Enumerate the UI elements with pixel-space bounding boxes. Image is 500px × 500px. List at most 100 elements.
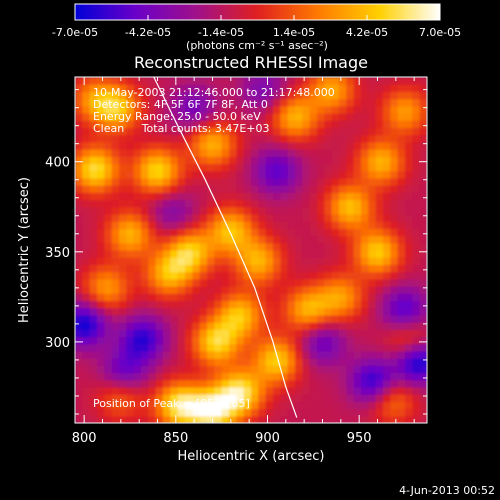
heatmap-cell: [273, 293, 281, 302]
heatmap-cell: [75, 206, 83, 215]
heatmap-cell: [412, 286, 421, 294]
heatmap-cell: [295, 386, 303, 395]
heatmap-cell: [221, 98, 230, 107]
heatmap-cell: [177, 149, 186, 157]
heatmap-cell: [346, 394, 355, 402]
heatmap-cell: [199, 278, 208, 287]
heatmap-cell: [339, 314, 347, 323]
heatmap-cell: [163, 250, 171, 258]
heatmap-cell: [214, 242, 223, 251]
heatmap-cell: [185, 120, 193, 129]
heatmap-cell: [229, 213, 237, 222]
colorbar-tick-label: -4.2e-05: [125, 26, 171, 39]
heatmap-cell: [207, 134, 215, 143]
heatmap-cell: [148, 250, 157, 258]
heatmap-cell: [339, 242, 347, 251]
heatmap-cell: [177, 156, 186, 165]
heatmap-cell: [339, 192, 347, 201]
heatmap-cell: [75, 91, 83, 100]
heatmap-cell: [207, 221, 215, 229]
heatmap-cell: [141, 343, 149, 352]
heatmap-cell: [163, 408, 171, 417]
heatmap-cell: [309, 141, 318, 150]
heatmap-cell: [317, 394, 325, 402]
heatmap-cell: [133, 235, 142, 244]
heatmap-cell: [119, 120, 127, 129]
heatmap-cell: [141, 199, 149, 208]
heatmap-cell: [251, 401, 259, 410]
heatmap-cell: [273, 394, 281, 402]
heatmap-cell: [287, 235, 296, 244]
heatmap-cell: [390, 235, 399, 244]
heatmap-cell: [405, 257, 413, 266]
heatmap-cell: [339, 185, 347, 193]
heatmap-cell: [111, 257, 120, 266]
heatmap-cell: [119, 105, 127, 114]
heatmap-cell: [383, 141, 391, 150]
heatmap-cell: [236, 314, 245, 323]
heatmap-cell: [199, 394, 208, 402]
heatmap-cell: [295, 177, 303, 186]
heatmap-cell: [324, 343, 333, 352]
heatmap-cell: [251, 386, 259, 395]
heatmap-cell: [375, 358, 384, 366]
heatmap-cell: [141, 257, 149, 266]
heatmap-cell: [302, 206, 311, 215]
heatmap-cell: [148, 271, 157, 280]
heatmap-cell: [119, 84, 127, 93]
heatmap-cell: [221, 134, 230, 143]
heatmap-cell: [390, 415, 399, 423]
heatmap-cell: [280, 206, 289, 215]
heatmap-cell: [405, 113, 413, 121]
heatmap-cell: [207, 127, 215, 136]
heatmap-cell: [89, 300, 98, 309]
heatmap-cell: [405, 127, 413, 136]
heatmap-cell: [361, 141, 369, 150]
heatmap-cell: [192, 213, 201, 222]
heatmap-cell: [309, 149, 318, 157]
heatmap-cell: [75, 177, 83, 186]
heatmap-cell: [192, 365, 201, 374]
heatmap-cell: [346, 379, 355, 388]
heatmap-cell: [309, 105, 318, 114]
heatmap-cell: [82, 300, 91, 309]
heatmap-cell: [265, 127, 274, 136]
heatmap-cell: [199, 386, 208, 395]
heatmap-cell: [177, 386, 186, 395]
heatmap-cell: [368, 394, 377, 402]
heatmap-cell: [273, 286, 281, 294]
heatmap-cell: [199, 350, 208, 359]
heatmap-cell: [236, 408, 245, 417]
heatmap-cell: [155, 365, 164, 374]
heatmap-cell: [89, 235, 98, 244]
heatmap-cell: [368, 105, 377, 114]
heatmap-cell: [287, 257, 296, 266]
heatmap-cell: [361, 365, 369, 374]
heatmap-cell: [258, 127, 267, 136]
solar-limb-curve: [153, 77, 298, 418]
heatmap-cell: [353, 372, 362, 381]
heatmap-cell: [405, 91, 413, 100]
heatmap-cell: [141, 286, 149, 294]
heatmap-cell: [331, 177, 340, 186]
heatmap-cell: [155, 408, 164, 417]
heatmap-cell: [75, 105, 83, 114]
heatmap-cell: [258, 163, 267, 172]
heatmap-cell: [97, 221, 105, 229]
heatmap-cell: [111, 271, 120, 280]
heatmap-cell: [317, 199, 325, 208]
heatmap-cell: [309, 322, 318, 330]
heatmap-cell: [419, 149, 427, 157]
heatmap-cell: [353, 365, 362, 374]
heatmap-cell: [214, 177, 223, 186]
heatmap-cell: [170, 206, 179, 215]
heatmap-cell: [155, 170, 164, 179]
heatmap-cell: [119, 336, 127, 345]
heatmap-cell: [170, 242, 179, 251]
heatmap-cell: [383, 206, 391, 215]
x-tick-label: 800: [72, 431, 97, 446]
heatmap-cell: [148, 149, 157, 157]
heatmap-cell: [207, 235, 215, 244]
heatmap-cell: [119, 242, 127, 251]
heatmap-cell: [302, 213, 311, 222]
